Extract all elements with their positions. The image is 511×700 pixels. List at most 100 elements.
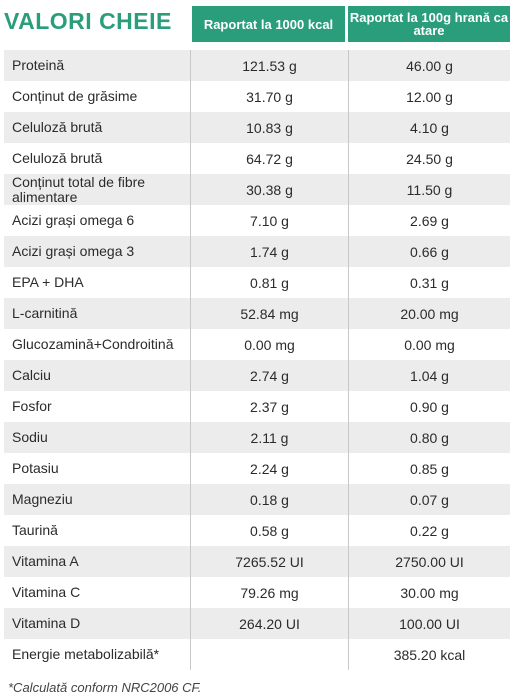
value-per-1000-kcal: 0.81 g: [250, 274, 289, 291]
value-per-100g: 0.80 g: [410, 429, 449, 446]
value-per-100g: 0.66 g: [410, 243, 449, 260]
table-row: Vitamina D 264.20 UI 100.00 UI: [4, 608, 510, 639]
table-row: Potasiu 2.24 g 0.85 g: [4, 453, 510, 484]
column-divider: [190, 205, 191, 236]
column-divider: [190, 112, 191, 143]
table-row: L-carnitină 52.84 mg 20.00 mg: [4, 298, 510, 329]
table-row: Acizi grași omega 3 1.74 g 0.66 g: [4, 236, 510, 267]
column-divider: [348, 81, 349, 112]
page-title: VALORI CHEIE: [4, 8, 172, 34]
value-per-1000-kcal: 64.72 g: [246, 150, 293, 167]
table-row: Taurină 0.58 g 0.22 g: [4, 515, 510, 546]
column-divider: [348, 577, 349, 608]
nutrient-name: Vitamina A: [12, 553, 79, 569]
column-divider: [190, 484, 191, 515]
column-divider: [190, 298, 191, 329]
nutrient-name: Energie metabolizabilă*: [12, 646, 160, 662]
nutrient-name: Taurină: [12, 522, 58, 538]
value-per-1000-kcal: 7265.52 UI: [235, 553, 304, 570]
column-divider: [348, 143, 349, 174]
value-per-100g: 100.00 UI: [399, 615, 460, 632]
value-per-100g: 11.50 g: [406, 181, 453, 198]
value-per-100g: 2750.00 UI: [395, 553, 464, 570]
column-divider: [190, 143, 191, 174]
value-per-100g: 12.00 g: [406, 88, 453, 105]
value-per-1000-kcal: 31.70 g: [246, 88, 293, 105]
table-row: Magneziu 0.18 g 0.07 g: [4, 484, 510, 515]
column-divider: [190, 267, 191, 298]
column-divider: [348, 267, 349, 298]
value-per-100g: 4.10 g: [410, 119, 449, 136]
column-header-per-1000-kcal: Raportat la 1000 kcal: [192, 6, 345, 42]
column-divider: [190, 608, 191, 639]
nutrient-name: Conținut total de fibre alimentare: [12, 173, 146, 205]
column-divider: [348, 546, 349, 577]
value-per-1000-kcal: [192, 639, 347, 670]
nutrient-name: Vitamina C: [12, 584, 81, 600]
value-per-100g: 30.00 mg: [400, 584, 459, 601]
column-divider: [190, 360, 191, 391]
nutrient-name: Potasiu: [12, 460, 59, 476]
value-per-1000-kcal: 2.37 g: [250, 398, 289, 415]
nutrient-name: Conținut de grăsime: [12, 88, 138, 104]
column-divider: [190, 453, 191, 484]
value-per-1000-kcal: 7.10 g: [250, 212, 289, 229]
value-per-100g: 0.85 g: [410, 460, 449, 477]
column-divider: [348, 174, 349, 205]
table-row: EPA + DHA 0.81 g 0.31 g: [4, 267, 510, 298]
nutrient-name: L-carnitină: [12, 305, 78, 321]
value-per-1000-kcal: 0.00 mg: [244, 336, 295, 353]
column-divider: [348, 50, 349, 81]
table-row: Celuloză brută 64.72 g 24.50 g: [4, 143, 510, 174]
value-per-100g: 0.22 g: [410, 522, 449, 539]
column-divider: [190, 546, 191, 577]
table-row: Fosfor 2.37 g 0.90 g: [4, 391, 510, 422]
column-divider: [348, 453, 349, 484]
table-row: Proteină 121.53 g 46.00 g: [4, 50, 510, 81]
column-divider: [190, 639, 191, 670]
value-per-100g: 0.31 g: [410, 274, 449, 291]
value-per-100g: 385.20 kcal: [393, 646, 466, 663]
table-row: Sodiu 2.11 g 0.80 g: [4, 422, 510, 453]
footnote: *Calculată conform NRC2006 CF.: [8, 680, 202, 695]
table-header: VALORI CHEIE Raportat la 1000 kcal Rapor…: [0, 0, 511, 48]
column-divider: [348, 608, 349, 639]
value-per-1000-kcal: 0.18 g: [250, 491, 289, 508]
column-divider: [348, 391, 349, 422]
value-per-100g: 24.50 g: [406, 150, 453, 167]
table-row: Acizi grași omega 6 7.10 g 2.69 g: [4, 205, 510, 236]
value-per-1000-kcal: 2.74 g: [250, 367, 289, 384]
table-row: Energie metabolizabilă* 385.20 kcal: [4, 639, 510, 670]
column-divider: [348, 360, 349, 391]
column-divider: [190, 174, 191, 205]
table-row: Vitamina A 7265.52 UI 2750.00 UI: [4, 546, 510, 577]
column-divider: [190, 81, 191, 112]
value-per-100g: 0.07 g: [410, 491, 449, 508]
value-per-100g: 2.69 g: [410, 212, 449, 229]
value-per-100g: 20.00 mg: [400, 305, 459, 322]
nutrient-name: EPA + DHA: [12, 274, 84, 290]
column-divider: [348, 639, 349, 670]
column-divider: [190, 391, 191, 422]
nutrient-name: Magneziu: [12, 491, 73, 507]
column-divider: [348, 484, 349, 515]
column-divider: [190, 50, 191, 81]
value-per-1000-kcal: 1.74 g: [250, 243, 289, 260]
nutrient-name: Calciu: [12, 367, 51, 383]
table-row: Conținut total de fibre alimentare 30.38 …: [4, 174, 510, 205]
column-divider: [348, 298, 349, 329]
table-row: Celuloză brută 10.83 g 4.10 g: [4, 112, 510, 143]
column-divider: [348, 515, 349, 546]
value-per-1000-kcal: 121.53 g: [242, 57, 297, 74]
column-divider: [190, 329, 191, 360]
column-divider: [190, 577, 191, 608]
value-per-1000-kcal: 2.11 g: [250, 429, 289, 446]
value-per-1000-kcal: 264.20 UI: [239, 615, 300, 632]
nutrient-name: Acizi grași omega 3: [12, 243, 135, 259]
column-divider: [190, 515, 191, 546]
table-row: Vitamina C 79.26 mg 30.00 mg: [4, 577, 510, 608]
value-per-100g: 1.04 g: [410, 367, 449, 384]
table-row: Glucozamină+Condroitină 0.00 mg 0.00 mg: [4, 329, 510, 360]
column-header-per-100g: Raportat la 100g hrană ca atare: [348, 6, 510, 42]
column-divider: [348, 236, 349, 267]
